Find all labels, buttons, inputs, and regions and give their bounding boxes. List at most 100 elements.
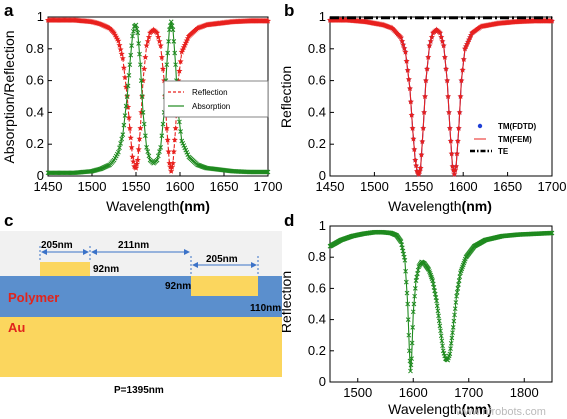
chart-a-series-1-point (165, 50, 171, 56)
chart-d-series-0-point (434, 298, 439, 304)
chart-a-series-1-point (137, 51, 142, 57)
chart-a-series-0-point (135, 146, 142, 153)
chart-a-series-0-point (119, 55, 126, 61)
chart-b-series-1-point (411, 146, 418, 153)
dim-right-height-label: 92nm (165, 281, 191, 292)
chart-a-series-1-point (135, 30, 141, 36)
chart-d-series-0-point (449, 335, 455, 341)
chart-d-xtick-label: 1700 (454, 385, 483, 400)
chart-b-series-1-point (437, 29, 444, 36)
chart-a-ytick-label: 0.4 (26, 104, 44, 119)
chart-a-xtick-label: 1650 (210, 179, 239, 194)
chart-a-ytick-label: 1 (37, 9, 44, 24)
chart-a-ytick-label: 0.2 (26, 136, 44, 151)
chart-a-series-0-point (136, 135, 143, 142)
chart-b-series-1-point (401, 45, 408, 51)
chart-a-series-0-point (159, 65, 166, 72)
chart-b-series-1-point (458, 77, 465, 84)
chart-a-series-0-point (177, 58, 184, 65)
chart-a-series-1-point (118, 141, 123, 146)
ylabel-b: Reflection (278, 66, 294, 128)
chart-b-series-1-point (415, 171, 422, 177)
chart-a-ytick-label: 0 (37, 168, 44, 183)
schematic-c: 205nm 211nm 205nm 92nm 92nm 110nm Polyme… (0, 231, 282, 396)
right-gold-block (191, 276, 258, 296)
chart-a-series-1-point (136, 41, 141, 46)
chart-a-series-1-point (138, 78, 144, 83)
chart-a-ytick-label: 0.8 (26, 41, 44, 56)
dim-right-block-label: 205nm (206, 254, 238, 265)
chart-d-series-0-point (409, 356, 414, 361)
chart-a-series-1-point (167, 23, 173, 29)
chart-a-series-0-point (134, 156, 141, 163)
gold-layer (0, 317, 282, 377)
panel-label-c: c (4, 211, 13, 230)
chart-a-xtick-label: 1700 (254, 179, 283, 194)
watermark: www.nfrobots.com (455, 406, 546, 418)
chart-b-series-1-point (441, 54, 448, 60)
chart-a-series-0-point (155, 33, 162, 40)
chart-d-series-0-point (448, 340, 454, 346)
chart-a-series-1-point (123, 103, 129, 109)
chart-d-xtick-label: 1800 (510, 385, 539, 400)
chart-a-series-0-point (141, 65, 148, 72)
chart-b-series-1-point (413, 162, 420, 169)
chart-a-series-1-point (121, 122, 127, 128)
chart-d-series-0-point (410, 325, 416, 330)
chart-d-series-0-point (455, 286, 461, 291)
chart-a-series-1-point (166, 39, 171, 44)
xlabel-a-main: Wavelength (106, 198, 179, 214)
chart-a-series-1-point (158, 145, 163, 150)
dim-left-block-label: 205nm (41, 240, 73, 251)
chart-b-series-1-point (435, 28, 442, 35)
chart-b-series-1-point (405, 76, 412, 82)
chart-a-series-0-point (145, 33, 152, 40)
chart-a-series-0-point (128, 144, 135, 150)
chart-b-xtick-label: 1700 (538, 179, 567, 194)
chart-d-series-0-point (430, 281, 436, 287)
chart-b-series-1-point (424, 65, 431, 72)
chart-d-series-0-point (403, 268, 408, 274)
legend-a-reflection-label: Reflection (192, 88, 228, 97)
chart-d-series-0-point (456, 278, 462, 283)
xlabel-d-main: Wavelength (388, 401, 461, 417)
chart-b-series-1-point (439, 38, 446, 44)
chart-a-series-1-point (133, 22, 139, 28)
chart-b-series-1-point (412, 156, 419, 163)
chart-d-series-0-point (412, 286, 418, 291)
chart-a-series-1-point (124, 94, 130, 99)
chart-a-xtick-label: 1550 (122, 179, 151, 194)
chart-b-series-1-point (446, 125, 453, 131)
chart-a-series-0-point (172, 125, 179, 131)
chart-d-series-0-point (430, 278, 436, 283)
chart-d-series-0-point (408, 362, 414, 368)
chart-a-series-1-point (134, 26, 140, 32)
chart-a-series-0-point (161, 77, 168, 84)
chart-b-series-1-point (452, 167, 459, 173)
chart-d-series-0-point (403, 279, 409, 285)
chart-a-xtick-label: 1450 (34, 179, 63, 194)
chart-b-series-1-point (426, 42, 433, 49)
chart-d: Reflection Wavelength(nm) 00.20.40.60.81… (278, 218, 555, 417)
chart-a-series-0-point (144, 38, 151, 44)
chart-b-series-1-point (454, 137, 461, 144)
chart-d-series-0-point (406, 332, 412, 338)
chart-d-series-0-point (438, 328, 443, 334)
chart-d-series-0-point (452, 312, 457, 318)
chart-b-series-1-point (404, 67, 411, 73)
chart-d-series-0-point (549, 230, 555, 236)
chart-d-series-0-point (453, 300, 459, 305)
chart-b-series-1-point (418, 151, 425, 158)
chart-a-series-0-point (130, 158, 137, 165)
chart-a-series-0-point (265, 17, 271, 24)
chart-a-series-1-point (130, 33, 135, 39)
chart-d-series-0-point (402, 257, 408, 263)
chart-d-series-0-point (448, 346, 453, 351)
chart-a-series-1-point (168, 19, 174, 25)
chart-a-series-0-point (156, 38, 163, 44)
chart-a-series-0-point (116, 42, 123, 48)
chart-a-series-0-point (120, 64, 127, 71)
chart-a-series-1-point (126, 72, 132, 78)
chart-d-series-0-point (452, 306, 458, 312)
